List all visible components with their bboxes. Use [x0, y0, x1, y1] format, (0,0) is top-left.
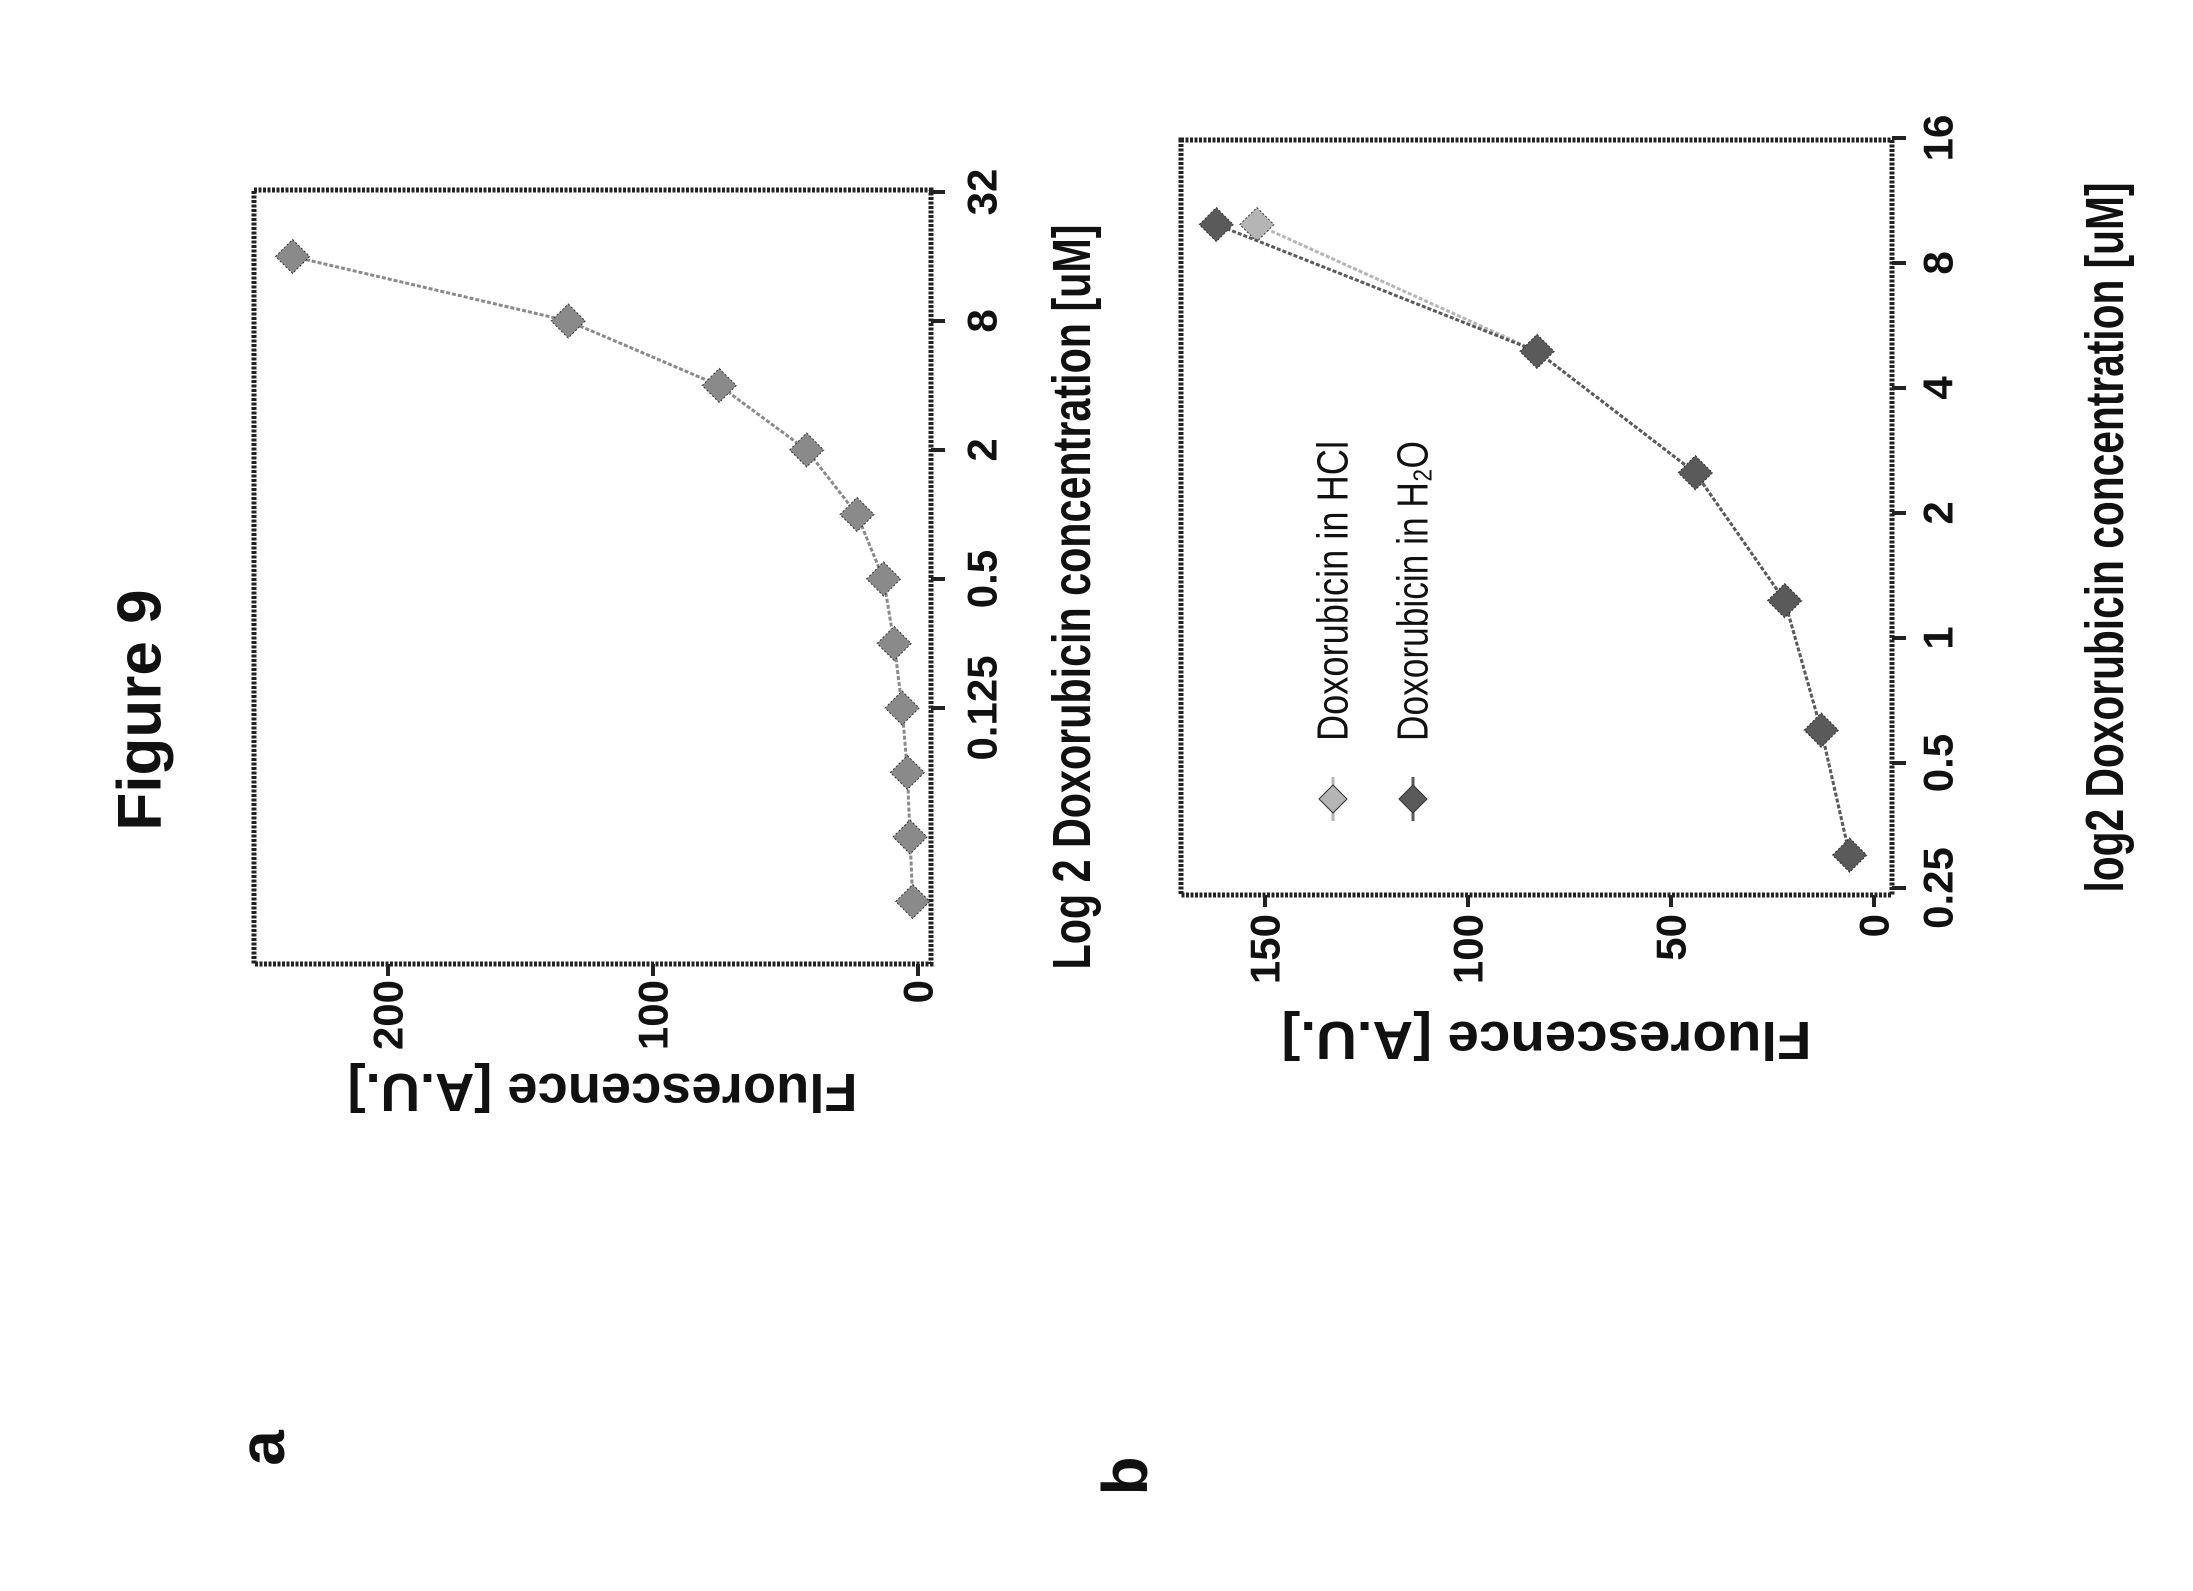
- x-axis-label: Log 2 Doxorubicin concentration [uM]: [1042, 225, 1102, 970]
- chart-a: 0.125 0.5 2 8 32 0 100 200 Log 2 Doxorubicin con…: [251, 169, 1102, 1122]
- y-tick-label: 0: [895, 980, 942, 1003]
- series-line: [1256, 223, 1852, 856]
- legend-label: Doxorubicin in HCl: [1309, 441, 1358, 741]
- y-tick-label: 0: [1851, 914, 1898, 937]
- x-tick-label: 0.25: [1915, 847, 1962, 929]
- panel-label-b: b: [1089, 1456, 1161, 1495]
- x-tick-label: 32: [959, 169, 1006, 216]
- data-point: [865, 561, 902, 597]
- x-tick-label: 0.5: [1915, 734, 1962, 792]
- legend-label: Doxorubicin in H₂O: [1389, 441, 1438, 741]
- x-tick-label: 4: [1915, 376, 1962, 400]
- series-line: [292, 255, 915, 902]
- data-point: [894, 883, 931, 920]
- figure-title: Figure 9: [106, 589, 175, 830]
- legend-marker: [1398, 784, 1428, 814]
- data-point: [1803, 712, 1839, 748]
- data-point: [1677, 455, 1714, 491]
- data-point: [1831, 837, 1868, 873]
- y-tick-label: 100: [630, 980, 677, 1050]
- data-point: [1519, 333, 1555, 370]
- x-axis-label: log2 Doxorubicin concentration [uM]: [2075, 183, 2135, 893]
- plot-frame: [1178, 137, 1895, 898]
- data-point: [839, 496, 875, 533]
- y-tick-label: 200: [365, 980, 412, 1050]
- data-point: [876, 625, 912, 662]
- data-point: [550, 303, 586, 339]
- x-tick-label: 8: [1915, 251, 1962, 274]
- data-point: [1198, 206, 1234, 243]
- data-point: [1766, 582, 1803, 619]
- x-tick-label: 1: [1915, 626, 1962, 649]
- data-point: [889, 754, 926, 791]
- y-axis-label: Fluorescence [A.U.]: [348, 1062, 858, 1122]
- data-point: [274, 238, 311, 275]
- plot-frame: [251, 187, 934, 967]
- data-point: [701, 367, 737, 404]
- panel-label-a: a: [226, 1430, 298, 1466]
- y-tick-label: 50: [1648, 914, 1695, 961]
- series-line: [1215, 223, 1852, 856]
- x-tick-label: 16: [1915, 115, 1962, 162]
- data-point: [892, 819, 928, 855]
- chart-b: 0.25 0.5 1 2 4 8 16 0 50 100 150 log2 Doxorubicin c…: [1178, 115, 2135, 1070]
- x-tick-label: 2: [959, 438, 1006, 461]
- x-tick-label: 2: [1915, 501, 1962, 524]
- y-axis-label: Fluorescence [A.U.]: [1282, 1010, 1812, 1070]
- x-tick-label: 8: [959, 309, 1006, 332]
- y-tick-label: 100: [1445, 914, 1492, 984]
- x-tick-label: 0.5: [959, 550, 1006, 608]
- y-tick-label: 150: [1242, 914, 1289, 984]
- legend-marker: [1318, 784, 1348, 814]
- x-tick-label: 0.125: [959, 655, 1006, 760]
- data-point: [788, 432, 825, 468]
- data-point: [884, 690, 920, 726]
